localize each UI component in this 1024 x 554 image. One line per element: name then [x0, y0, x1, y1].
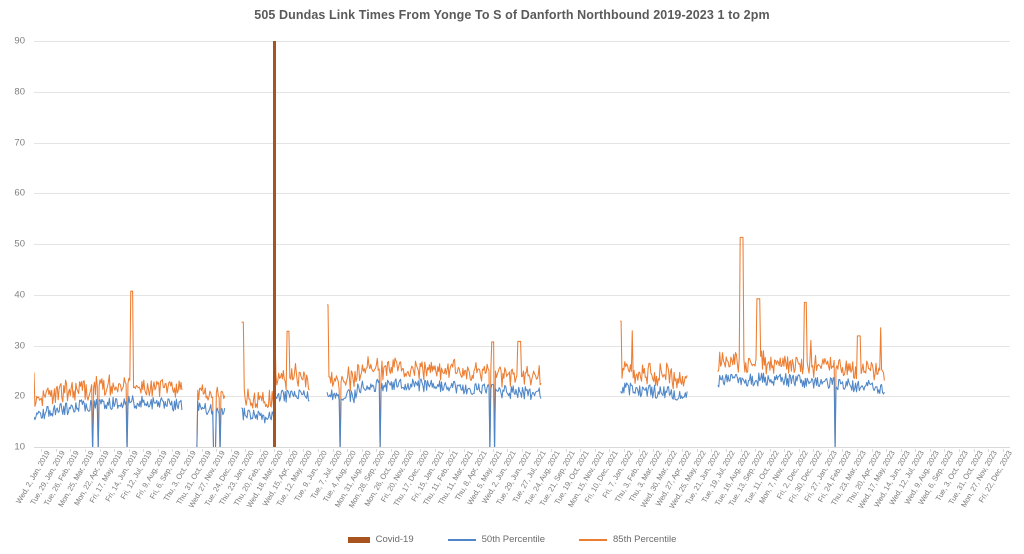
x-tick-mark [303, 449, 305, 452]
x-tick-mark [696, 449, 698, 452]
x-tick-mark [288, 449, 290, 452]
y-tick-label: 80 [14, 86, 25, 98]
x-tick-mark [230, 449, 232, 452]
x-tick-mark [201, 449, 203, 452]
x-tick-mark [929, 449, 931, 452]
x-axis-line [34, 447, 1010, 448]
x-tick-mark [711, 449, 713, 452]
y-tick-label: 20 [14, 390, 25, 402]
legend-label: Covid-19 [375, 534, 414, 545]
x-tick-mark [551, 449, 553, 452]
x-tick-mark [157, 449, 159, 452]
x-tick-mark [682, 449, 684, 452]
y-tick-label: 70 [14, 137, 25, 148]
x-tick-mark [41, 449, 43, 452]
x-tick-mark [216, 449, 218, 452]
x-tick-mark [390, 449, 392, 452]
y-tick-label: 10 [14, 441, 25, 453]
x-tick-mark [172, 449, 174, 452]
series-50th-percentile [34, 373, 884, 447]
y-axis: 10 20 30 40 50 60 70 80 90 [0, 36, 30, 453]
plot-area [34, 41, 1010, 448]
x-tick-mark [725, 449, 727, 452]
x-tick-mark [667, 449, 669, 452]
x-tick-mark [609, 449, 611, 452]
x-tick-mark [361, 449, 363, 452]
x-tick-mark [55, 449, 57, 452]
legend-item[interactable]: 50th Percentile [447, 534, 546, 545]
x-tick-mark [420, 449, 422, 452]
x-tick-mark [769, 449, 771, 452]
x-tick-mark [944, 449, 946, 452]
x-tick-mark [988, 449, 990, 452]
legend-label: 85th Percentile [613, 534, 677, 545]
series-lines [34, 41, 1010, 447]
x-axis: Wed, 2, Jan, 2019 Tue, 29, Jan, 2019 Tue, … [14, 449, 1013, 531]
x-tick-mark [784, 449, 786, 452]
x-tick-mark [827, 449, 829, 452]
y-tick-label: 50 [14, 238, 25, 250]
legend-swatch-bar [347, 536, 370, 543]
x-tick-mark [1002, 449, 1004, 452]
x-tick-mark [128, 449, 130, 452]
x-tick-mark [274, 449, 276, 452]
y-tick-label: 60 [14, 187, 25, 199]
x-tick-mark [259, 449, 261, 452]
legend-swatch-line [447, 538, 476, 541]
chart-title: 505 Dundas Link Times From Yonge To S of… [254, 8, 770, 22]
x-tick-mark [449, 449, 451, 452]
x-tick-mark [99, 449, 101, 452]
x-tick-mark [347, 449, 349, 452]
x-tick-mark [405, 449, 407, 452]
legend-item[interactable]: 85th Percentile [579, 534, 676, 545]
x-tick-mark [740, 449, 742, 452]
y-tick-label: 90 [14, 35, 25, 47]
x-tick-mark [594, 449, 596, 452]
x-tick-mark [478, 449, 480, 452]
x-tick-mark [857, 449, 859, 452]
x-tick-mark [959, 449, 960, 452]
x-tick-mark [565, 449, 567, 452]
x-tick-mark [522, 449, 523, 452]
x-tick-mark [143, 449, 145, 452]
chart-legend: Covid-19 50th Percentile 85th Percentile [0, 534, 1024, 545]
x-tick-mark [813, 449, 815, 452]
x-tick-mark [842, 449, 844, 452]
x-tick-mark [536, 449, 538, 452]
x-tick-mark [434, 449, 436, 452]
x-tick-mark [886, 449, 888, 452]
x-tick-mark [70, 449, 72, 452]
x-tick-mark [507, 449, 509, 452]
x-tick-mark [114, 449, 116, 452]
covid-19-marker-line [273, 41, 276, 447]
x-tick-mark [798, 449, 800, 452]
x-tick-mark [915, 449, 917, 452]
x-tick-mark [580, 449, 582, 452]
x-tick-mark [376, 449, 378, 452]
x-tick-mark [755, 449, 757, 452]
x-tick-mark [973, 449, 975, 452]
x-tick-mark [245, 449, 247, 452]
x-tick-mark [871, 449, 873, 452]
x-tick-mark [186, 449, 188, 452]
x-tick-mark [84, 449, 86, 452]
x-tick-mark [900, 449, 902, 452]
series-85th-percentile [34, 237, 884, 447]
x-tick-mark [463, 449, 465, 452]
y-tick-label: 30 [14, 340, 25, 351]
x-tick-mark [653, 449, 655, 452]
x-tick-mark [638, 449, 640, 452]
legend-swatch-line [579, 538, 608, 541]
x-tick-mark [332, 449, 334, 452]
x-tick-mark [623, 449, 625, 452]
x-tick-mark [318, 449, 320, 452]
legend-item[interactable]: Covid-19 [347, 534, 414, 545]
legend-label: 50th Percentile [481, 534, 546, 545]
x-tick-mark [492, 449, 494, 452]
y-tick-label: 40 [14, 289, 25, 301]
